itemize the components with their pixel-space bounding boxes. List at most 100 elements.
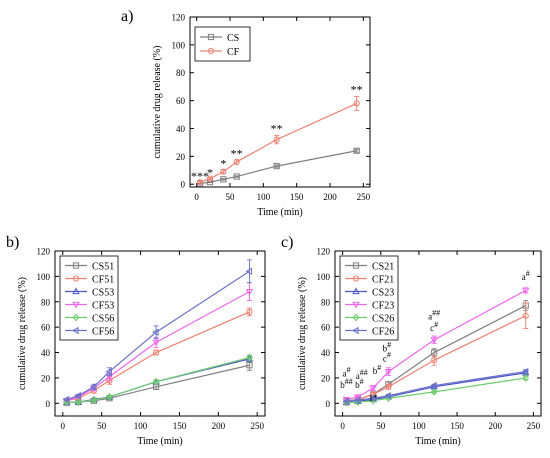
y-tick-label: 120 — [317, 247, 331, 257]
y-tick-label: 60 — [321, 323, 331, 333]
y-tick-label: 100 — [37, 272, 51, 282]
data-point — [522, 312, 529, 319]
y-tick-label: 0 — [46, 399, 51, 409]
data-point — [385, 383, 392, 390]
data-point — [246, 308, 253, 316]
legend-label: CS23 — [372, 288, 394, 299]
series-cf56 — [62, 259, 253, 404]
x-tick-label: 150 — [450, 421, 464, 431]
y-tick-label: 80 — [176, 68, 186, 78]
annotation: c# — [383, 350, 391, 363]
y-tick-label: 60 — [176, 96, 186, 106]
chart-panel-b: 0 50 100 150 200 250 0 20 40 60 80 100 120 Time (min)… — [17, 247, 266, 447]
chart-panel-a: 0 50 100 150 200 250 0 20 40 60 80 100 120 Time (min)… — [152, 13, 371, 219]
legend-swatch-marker — [71, 326, 79, 335]
data-point — [90, 396, 98, 405]
data-point — [105, 367, 113, 376]
y-tick-label: 40 — [321, 348, 331, 358]
data-point — [106, 393, 113, 401]
y-tick-label: 80 — [321, 297, 331, 307]
plot-frame — [189, 16, 371, 188]
data-point — [89, 383, 97, 391]
y-tick-label: 100 — [317, 272, 331, 282]
annotation: 1* — [369, 393, 379, 403]
data-point — [342, 397, 350, 406]
data-point — [353, 396, 361, 404]
panel-label-b: b) — [6, 234, 19, 251]
x-axis-label: Time (min) — [257, 207, 302, 218]
data-point — [196, 179, 204, 186]
legend-label: CF26 — [372, 327, 394, 338]
legend-label: CF23 — [372, 301, 394, 312]
data-point — [75, 398, 82, 406]
plot-frame — [334, 250, 542, 417]
x-tick-label: 100 — [412, 421, 426, 431]
x-tick-label: 0 — [61, 421, 66, 431]
panel-label-c: c) — [281, 234, 293, 251]
plot-frame — [54, 250, 266, 417]
legend-label: CF53 — [92, 301, 114, 312]
x-tick-label: 50 — [97, 421, 107, 431]
y-tick-label: 20 — [321, 373, 331, 383]
annotation: b# — [373, 363, 382, 376]
x-tick-label: 150 — [290, 192, 304, 202]
data-point — [369, 385, 377, 393]
chart-panel-c: 0 50 100 150 200 250 0 20 40 60 80 100 120 Time (min)… — [297, 247, 542, 447]
annotation: b## — [340, 377, 353, 390]
x-axis-label: Time (min) — [415, 436, 460, 447]
panel-label-a: a) — [121, 8, 133, 25]
x-tick-label: 0 — [194, 192, 199, 202]
x-tick-label: 250 — [357, 192, 371, 202]
x-tick-label: 200 — [212, 421, 226, 431]
series-cf26 — [342, 367, 529, 406]
data-point — [430, 381, 437, 390]
data-point — [369, 394, 376, 402]
annotation: ** — [351, 83, 363, 97]
legend-swatch-marker — [352, 275, 360, 282]
legend-swatch-marker — [72, 301, 80, 309]
x-tick-label: 150 — [173, 421, 187, 431]
data-point — [273, 162, 280, 170]
y-axis-label: cumulative drug release (%) — [17, 277, 28, 390]
legend-label: CS — [227, 33, 239, 44]
annotation: *** — [191, 169, 209, 183]
data-point — [220, 168, 227, 175]
legend-label: CS53 — [92, 288, 114, 299]
data-point — [152, 328, 159, 336]
legend-swatch-marker — [352, 313, 360, 322]
data-point — [233, 158, 240, 166]
data-point — [74, 391, 81, 400]
legend-swatch-marker — [352, 262, 360, 269]
legend-swatch-marker — [207, 47, 215, 55]
series-cf — [196, 95, 360, 186]
legend-swatch-marker — [351, 326, 359, 335]
y-tick-label: 120 — [37, 247, 51, 257]
x-tick-label: 250 — [527, 421, 541, 431]
data-point — [430, 337, 438, 344]
data-point — [62, 395, 70, 404]
y-tick-label: 20 — [176, 152, 186, 162]
x-tick-label: 0 — [340, 421, 345, 431]
annotation: a# — [522, 269, 530, 282]
legend-label: CS51 — [92, 262, 114, 273]
data-point — [206, 175, 214, 182]
legend: CS21 CF21 CS23 CF23 CS26 CF26 — [339, 255, 399, 341]
legend: CS CF — [194, 26, 251, 62]
y-tick-label: 100 — [172, 40, 186, 50]
data-point — [245, 267, 253, 276]
data-point — [430, 387, 438, 396]
series-cs56 — [63, 353, 253, 407]
y-tick-label: 80 — [41, 297, 51, 307]
data-point — [353, 147, 360, 154]
legend-box — [59, 255, 119, 341]
y-tick-label: 0 — [326, 399, 331, 409]
data-point — [233, 173, 240, 180]
legend-box — [339, 255, 399, 341]
annotation: b# — [383, 340, 392, 353]
x-tick-label: 250 — [250, 421, 264, 431]
legend: CS51 CF51 CS53 CF53 CS56 CF56 — [59, 255, 119, 341]
series-line — [66, 291, 250, 402]
data-point — [246, 362, 253, 369]
legend-swatch-marker — [72, 287, 80, 295]
legend-swatch-marker — [207, 33, 215, 41]
